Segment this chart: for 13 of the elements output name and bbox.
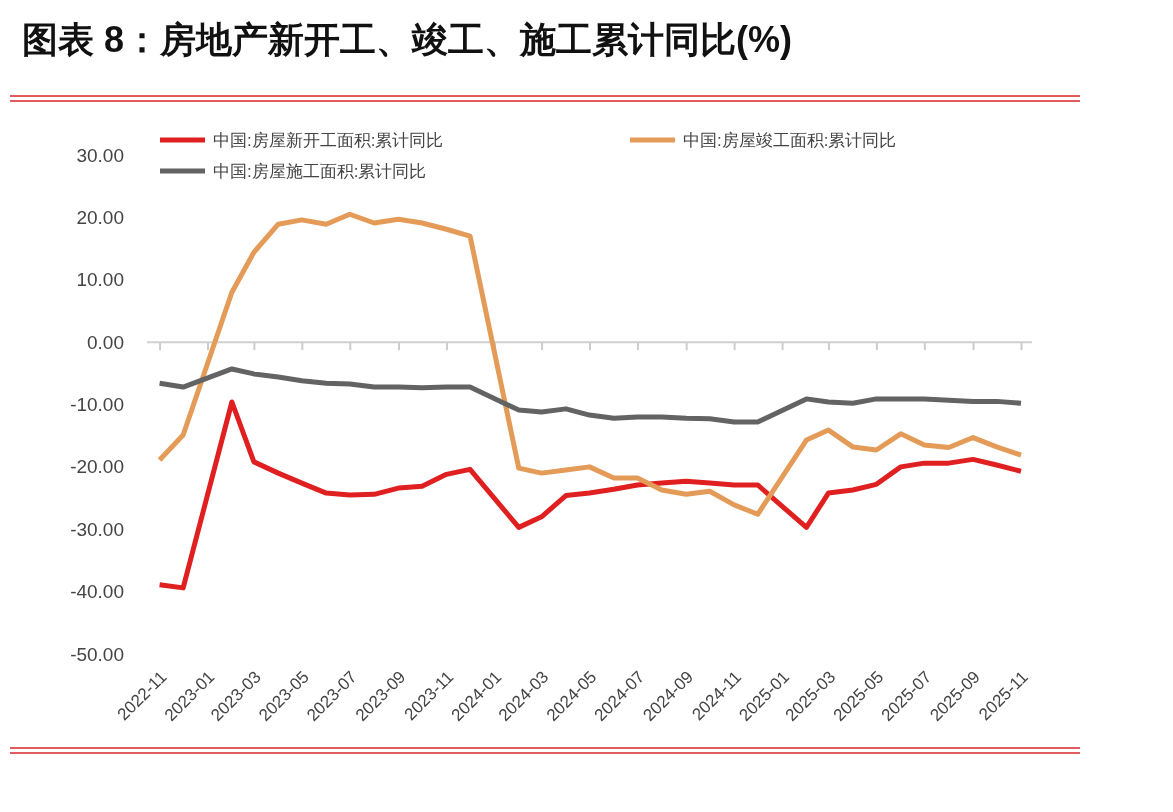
y-tick-label: -10.00 <box>70 394 124 416</box>
legend-label: 中国:房屋新开工面积:累计同比 <box>213 131 444 150</box>
y-tick-label: 20.00 <box>76 206 124 228</box>
legend-label: 中国:房屋施工面积:累计同比 <box>213 162 427 181</box>
y-tick-label: -40.00 <box>70 581 124 603</box>
y-tick-label: -30.00 <box>70 518 124 540</box>
chart-title: 图表 8：房地产新开工、竣工、施工累计同比(%) <box>22 19 793 60</box>
legend-label: 中国:房屋竣工面积:累计同比 <box>683 131 897 150</box>
y-tick-label: 10.00 <box>76 269 124 291</box>
y-tick-label: -50.00 <box>70 643 124 665</box>
y-tick-label: -20.00 <box>70 456 124 478</box>
y-tick-label: 0.00 <box>87 331 124 353</box>
y-tick-label: 30.00 <box>76 144 124 166</box>
